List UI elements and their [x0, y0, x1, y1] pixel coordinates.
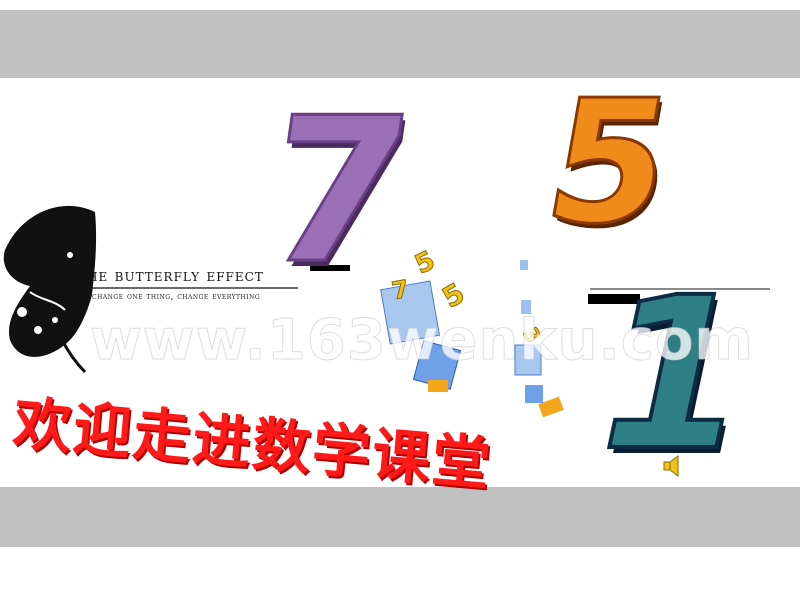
- dash-right: [588, 294, 640, 304]
- butterfly-subtitle: change one thing, change everything: [92, 292, 261, 302]
- dash-left: [310, 265, 350, 271]
- butterfly-icon: [3, 205, 97, 374]
- digit-seven: 7: [250, 74, 425, 310]
- watermark-text: www.163wenku.com: [90, 308, 754, 374]
- speaker-icon[interactable]: [663, 455, 679, 477]
- tile-cluster-center: [514, 260, 564, 418]
- butterfly-title: the butterfly effect: [78, 266, 264, 286]
- tile-cluster-left: [380, 280, 462, 392]
- bottom-gray-band: [0, 487, 800, 547]
- top-gray-band: [0, 10, 800, 78]
